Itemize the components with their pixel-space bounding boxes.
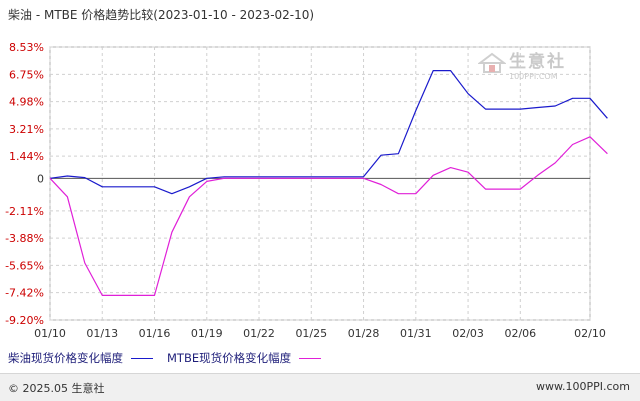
y-tick-label: -9.20% <box>5 314 44 327</box>
x-tick-label: 02/10 <box>574 327 606 340</box>
y-tick-label: 8.53% <box>9 41 44 54</box>
watermark-url: 100PPI.COM <box>509 72 558 81</box>
x-tick-label: 02/06 <box>504 327 536 340</box>
house-icon <box>478 52 506 73</box>
chart-title: 柴油 - MTBE 价格趋势比较(2023-01-10 - 2023-02-10… <box>8 8 315 22</box>
y-tick-label: -7.42% <box>5 287 44 300</box>
watermark-logo: 生意社 100PPI.COM <box>478 52 566 81</box>
x-tick-label: 01/25 <box>295 327 327 340</box>
legend-swatch-diesel <box>131 357 153 359</box>
legend-swatch-mtbe <box>299 357 322 359</box>
series-line-diesel <box>49 69 608 195</box>
y-tick-label: 1.44% <box>9 150 44 163</box>
x-tick-label: 01/16 <box>139 327 171 340</box>
x-tick-label: 02/03 <box>452 327 484 340</box>
y-tick-label: -2.11% <box>5 205 44 218</box>
y-tick-label: 0 <box>37 172 44 185</box>
x-tick-label: 01/19 <box>191 327 223 340</box>
y-tick-label: 4.98% <box>9 96 44 109</box>
watermark-name: 生意社 <box>509 52 566 72</box>
y-tick-label: 6.75% <box>9 68 44 81</box>
footer-bar: © 2025.05 生意社 www.100PPI.com <box>0 373 640 401</box>
x-tick-label: 01/10 <box>34 327 66 340</box>
y-tick-label: 3.21% <box>9 123 44 136</box>
plot-border <box>49 46 591 321</box>
footer-site-link[interactable]: www.100PPI.com <box>536 380 630 393</box>
y-tick-label: -5.65% <box>5 259 44 272</box>
x-tick-label: 01/31 <box>400 327 432 340</box>
series-line-mtbe <box>49 136 608 296</box>
x-tick-label: 01/28 <box>348 327 380 340</box>
legend-label-mtbe: MTBE现货价格变化幅度 <box>167 351 292 365</box>
y-tick-label: -3.88% <box>5 232 44 245</box>
x-tick-label: 01/13 <box>86 327 118 340</box>
legend: 柴油现货价格变化幅度 MTBE现货价格变化幅度 <box>8 350 335 366</box>
legend-label-diesel: 柴油现货价格变化幅度 <box>8 351 123 365</box>
x-tick-label: 01/22 <box>243 327 275 340</box>
footer-copyright: © 2025.05 生意社 <box>8 382 105 395</box>
